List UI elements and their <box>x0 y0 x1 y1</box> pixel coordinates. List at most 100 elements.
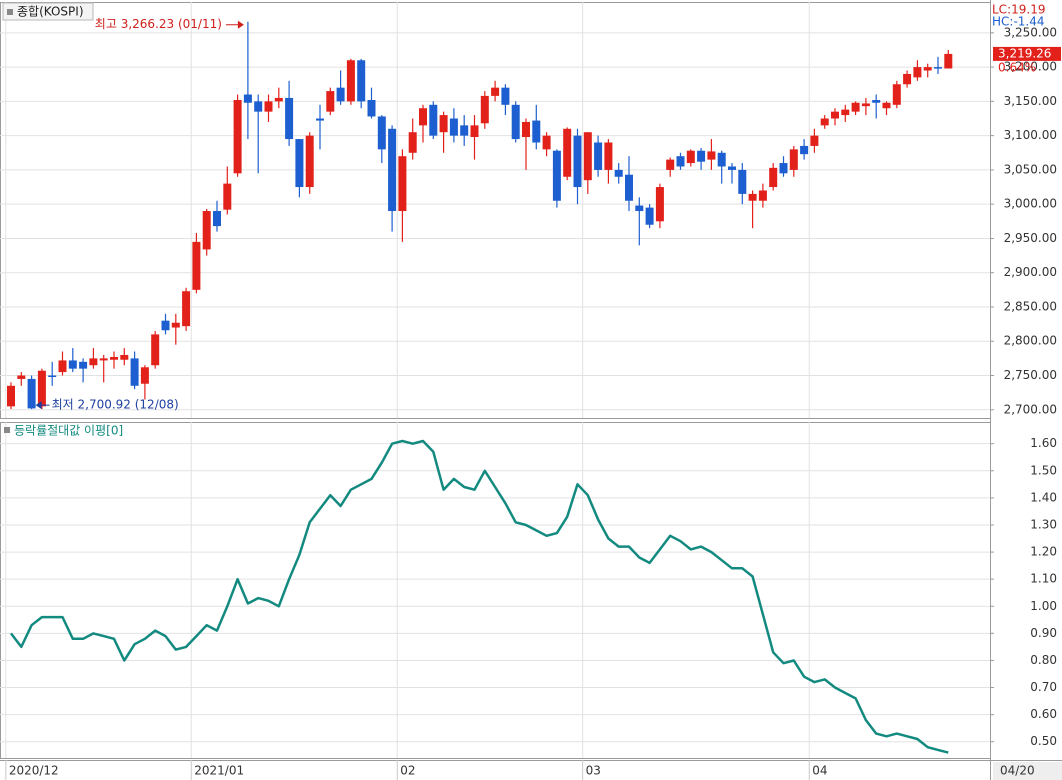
candle-body <box>37 370 46 407</box>
candle-body <box>717 152 726 167</box>
candle-body <box>789 149 798 170</box>
candle-body <box>913 67 922 78</box>
candle-body <box>625 174 633 201</box>
candle-body <box>316 118 324 121</box>
candle-body <box>748 193 757 201</box>
candle-body <box>480 95 489 124</box>
candle-body <box>594 142 603 170</box>
candle-body <box>388 128 397 212</box>
candle-body <box>274 97 283 102</box>
candle-body <box>264 101 273 112</box>
x-tick-label: 02 <box>400 764 415 778</box>
candle-body <box>769 167 778 188</box>
candle-body <box>645 207 654 225</box>
y-tick-label: 3,100.00 <box>1004 128 1057 142</box>
candle-body <box>552 150 561 201</box>
candle-body <box>501 87 510 105</box>
candle-body <box>130 358 139 386</box>
y-tick-label: 1.00 <box>1030 599 1057 613</box>
candle-body <box>460 125 469 136</box>
cursor-date: 04/20 <box>1000 764 1035 778</box>
candle-body <box>903 73 912 85</box>
title-icon <box>4 427 10 433</box>
candle-body <box>563 128 572 177</box>
candle-body <box>182 291 191 327</box>
candle-body <box>470 125 479 138</box>
candle-body <box>429 104 438 136</box>
title-icon <box>7 9 13 15</box>
candle-body <box>233 100 242 174</box>
y-tick-label: 0.50 <box>1030 734 1057 748</box>
candle-body <box>892 84 901 105</box>
y-tick-label: 3,200.00 <box>1004 60 1057 74</box>
candle-body <box>110 357 118 360</box>
candle-body <box>398 156 407 212</box>
candle-body <box>686 150 695 164</box>
annotation-arrowhead <box>35 401 42 410</box>
candle-body <box>58 360 67 373</box>
candle-body <box>614 169 623 177</box>
y-tick-label: 2,750.00 <box>1004 368 1057 382</box>
candle-body <box>583 132 592 181</box>
low-annotation: 최저 2,700.92 (12/08) <box>52 398 179 412</box>
candle-body <box>254 101 263 112</box>
candle-body <box>357 60 366 102</box>
candle-body <box>295 139 304 188</box>
candle-body <box>872 100 881 103</box>
candle-body <box>635 205 644 212</box>
candle-body <box>522 121 530 138</box>
candle-body <box>738 169 747 194</box>
candle-body <box>7 385 15 407</box>
x-tick-label: 2020/12 <box>9 764 59 778</box>
y-tick-label: 2,700.00 <box>1004 402 1057 416</box>
y-tick-label: 3,050.00 <box>1004 162 1057 176</box>
candle-body <box>831 111 839 119</box>
candle-body <box>243 94 252 103</box>
hc-label: HC:-1.44 <box>992 15 1045 29</box>
candle-body <box>326 91 335 112</box>
candle-body <box>336 87 345 102</box>
y-tick-label: 1.20 <box>1030 545 1057 559</box>
last-price-box <box>993 46 1061 61</box>
y-tick-label: 2,850.00 <box>1004 299 1057 313</box>
candle-body <box>140 367 149 384</box>
candle-body <box>882 102 891 109</box>
y-tick-label: 1.40 <box>1030 490 1057 504</box>
y-tick-label: 2,800.00 <box>1004 334 1057 348</box>
y-tick-label: 2,950.00 <box>1004 231 1057 245</box>
y-tick-label: 0.80 <box>1030 653 1057 667</box>
candle-body <box>161 320 170 331</box>
candle-body <box>17 375 26 379</box>
y-tick-label: 1.60 <box>1030 436 1057 450</box>
candle-body <box>841 109 850 116</box>
candle-body <box>367 100 376 117</box>
candle-body <box>285 97 294 140</box>
lc-label: LC:19.19 <box>992 3 1045 17</box>
candle-body <box>923 67 932 71</box>
y-tick-label: 0.90 <box>1030 626 1057 640</box>
candle-body <box>439 115 448 133</box>
x-tick-label: 04 <box>812 764 827 778</box>
candle-body <box>944 53 953 69</box>
y-tick-label: 1.50 <box>1030 463 1057 477</box>
candle-body <box>728 166 736 170</box>
change-label: 0.64% <box>998 60 1036 74</box>
candle-body <box>27 378 36 409</box>
candle-body <box>810 135 819 146</box>
indicator-line <box>10 439 949 754</box>
candle-body <box>151 334 160 366</box>
y-tick-label: 1.30 <box>1030 517 1057 531</box>
y-tick-label: 0.70 <box>1030 680 1057 694</box>
y-tick-label: 2,900.00 <box>1004 265 1057 279</box>
candle-body <box>573 135 582 188</box>
y-tick-label: 0.60 <box>1030 707 1057 721</box>
candle-body <box>655 187 664 222</box>
candle-body <box>223 183 232 210</box>
y-tick-label: 3,150.00 <box>1004 94 1057 108</box>
candle-body <box>697 150 706 162</box>
candle-body <box>532 120 541 143</box>
candle-body <box>820 118 829 126</box>
x-tick-label: 2021/01 <box>194 764 244 778</box>
